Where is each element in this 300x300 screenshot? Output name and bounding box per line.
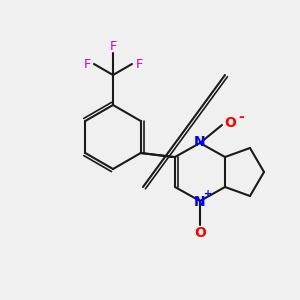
Text: F: F <box>83 58 91 70</box>
Text: +: + <box>204 189 212 199</box>
Text: N: N <box>194 135 206 149</box>
Text: O: O <box>194 226 206 240</box>
Text: F: F <box>135 58 142 70</box>
Text: -: - <box>238 110 244 124</box>
Text: O: O <box>224 116 236 130</box>
Text: F: F <box>110 40 117 52</box>
Text: N: N <box>194 195 206 209</box>
